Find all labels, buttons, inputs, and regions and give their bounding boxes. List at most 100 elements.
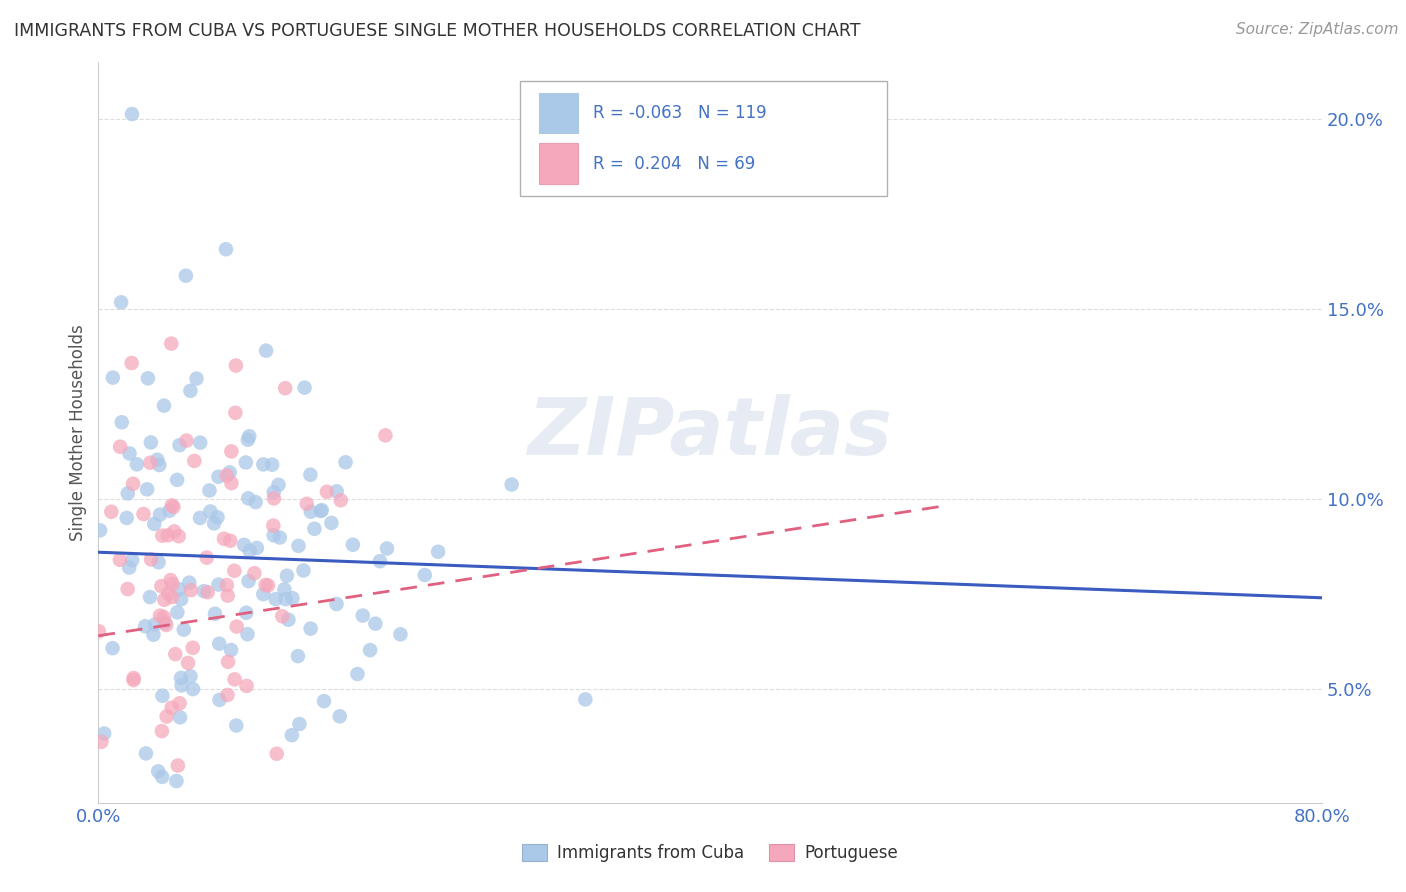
Point — [204, 607, 226, 621]
Point — [101, 641, 124, 656]
Point — [346, 667, 368, 681]
Point — [389, 627, 412, 641]
Point — [159, 504, 181, 518]
Point — [160, 336, 183, 351]
Point — [245, 495, 267, 509]
Point — [149, 508, 172, 522]
Text: R = -0.063   N = 119: R = -0.063 N = 119 — [592, 104, 766, 122]
Point — [173, 623, 195, 637]
Point — [162, 577, 184, 591]
Point — [160, 499, 183, 513]
Point — [277, 613, 299, 627]
Point — [157, 587, 180, 601]
Point — [118, 560, 141, 574]
Point — [165, 647, 187, 661]
Point — [202, 516, 225, 531]
Point — [153, 592, 176, 607]
Point — [238, 574, 260, 588]
Point — [375, 541, 398, 556]
Point — [321, 516, 343, 530]
Point — [281, 728, 304, 742]
Point — [148, 555, 170, 569]
Point — [224, 673, 246, 687]
Point — [181, 640, 204, 655]
Point — [238, 429, 260, 443]
Point — [309, 504, 332, 518]
Point — [159, 573, 181, 587]
Point — [274, 381, 297, 395]
Point — [135, 747, 157, 761]
Point — [262, 518, 284, 533]
Point — [93, 726, 115, 740]
Point — [166, 606, 188, 620]
Point — [233, 538, 256, 552]
Point — [179, 669, 201, 683]
Point — [155, 618, 177, 632]
Point — [225, 718, 247, 732]
Point — [342, 538, 364, 552]
Point — [117, 486, 139, 500]
Point — [276, 568, 298, 582]
Point — [225, 619, 247, 633]
Point — [329, 493, 352, 508]
Point — [136, 483, 159, 497]
Point — [235, 606, 257, 620]
Y-axis label: Single Mother Households: Single Mother Households — [69, 325, 87, 541]
Point — [183, 454, 205, 468]
Point — [150, 770, 173, 784]
Point — [148, 458, 170, 472]
Point — [101, 370, 124, 384]
Point — [413, 568, 436, 582]
Point — [281, 591, 304, 606]
Point — [263, 485, 285, 500]
Text: R =  0.204   N = 69: R = 0.204 N = 69 — [592, 154, 755, 172]
FancyBboxPatch shape — [538, 144, 578, 184]
Point — [207, 510, 229, 524]
Point — [574, 692, 596, 706]
Point — [152, 689, 174, 703]
Point — [160, 590, 183, 604]
Point — [299, 505, 322, 519]
Point — [287, 539, 309, 553]
Point — [125, 458, 148, 472]
Point — [108, 440, 131, 454]
Point — [146, 452, 169, 467]
Point — [299, 622, 322, 636]
Point — [122, 476, 145, 491]
Point — [143, 617, 166, 632]
Point — [263, 491, 285, 506]
Point — [295, 497, 318, 511]
Point — [304, 522, 326, 536]
Point — [294, 381, 316, 395]
Point — [262, 458, 284, 472]
Point — [117, 582, 139, 596]
Text: ZIPatlas: ZIPatlas — [527, 393, 893, 472]
Point — [254, 578, 277, 592]
Point — [122, 673, 145, 687]
Point — [89, 524, 111, 538]
Point — [115, 511, 138, 525]
Point — [121, 356, 143, 370]
Point — [325, 597, 347, 611]
Point — [150, 579, 173, 593]
Point — [139, 435, 162, 450]
Point — [221, 476, 243, 491]
Point — [153, 615, 176, 630]
Point — [269, 531, 291, 545]
Point — [257, 578, 280, 592]
Point — [195, 550, 218, 565]
Point — [352, 608, 374, 623]
Point — [224, 406, 246, 420]
Point — [368, 554, 391, 568]
Point — [292, 564, 315, 578]
Point — [110, 295, 132, 310]
Point — [299, 467, 322, 482]
Point — [150, 724, 173, 739]
Point — [374, 428, 396, 442]
Point — [90, 735, 112, 749]
Point — [149, 608, 172, 623]
Point — [177, 656, 200, 670]
Point — [179, 575, 201, 590]
Point — [118, 446, 141, 460]
Point — [136, 371, 159, 385]
